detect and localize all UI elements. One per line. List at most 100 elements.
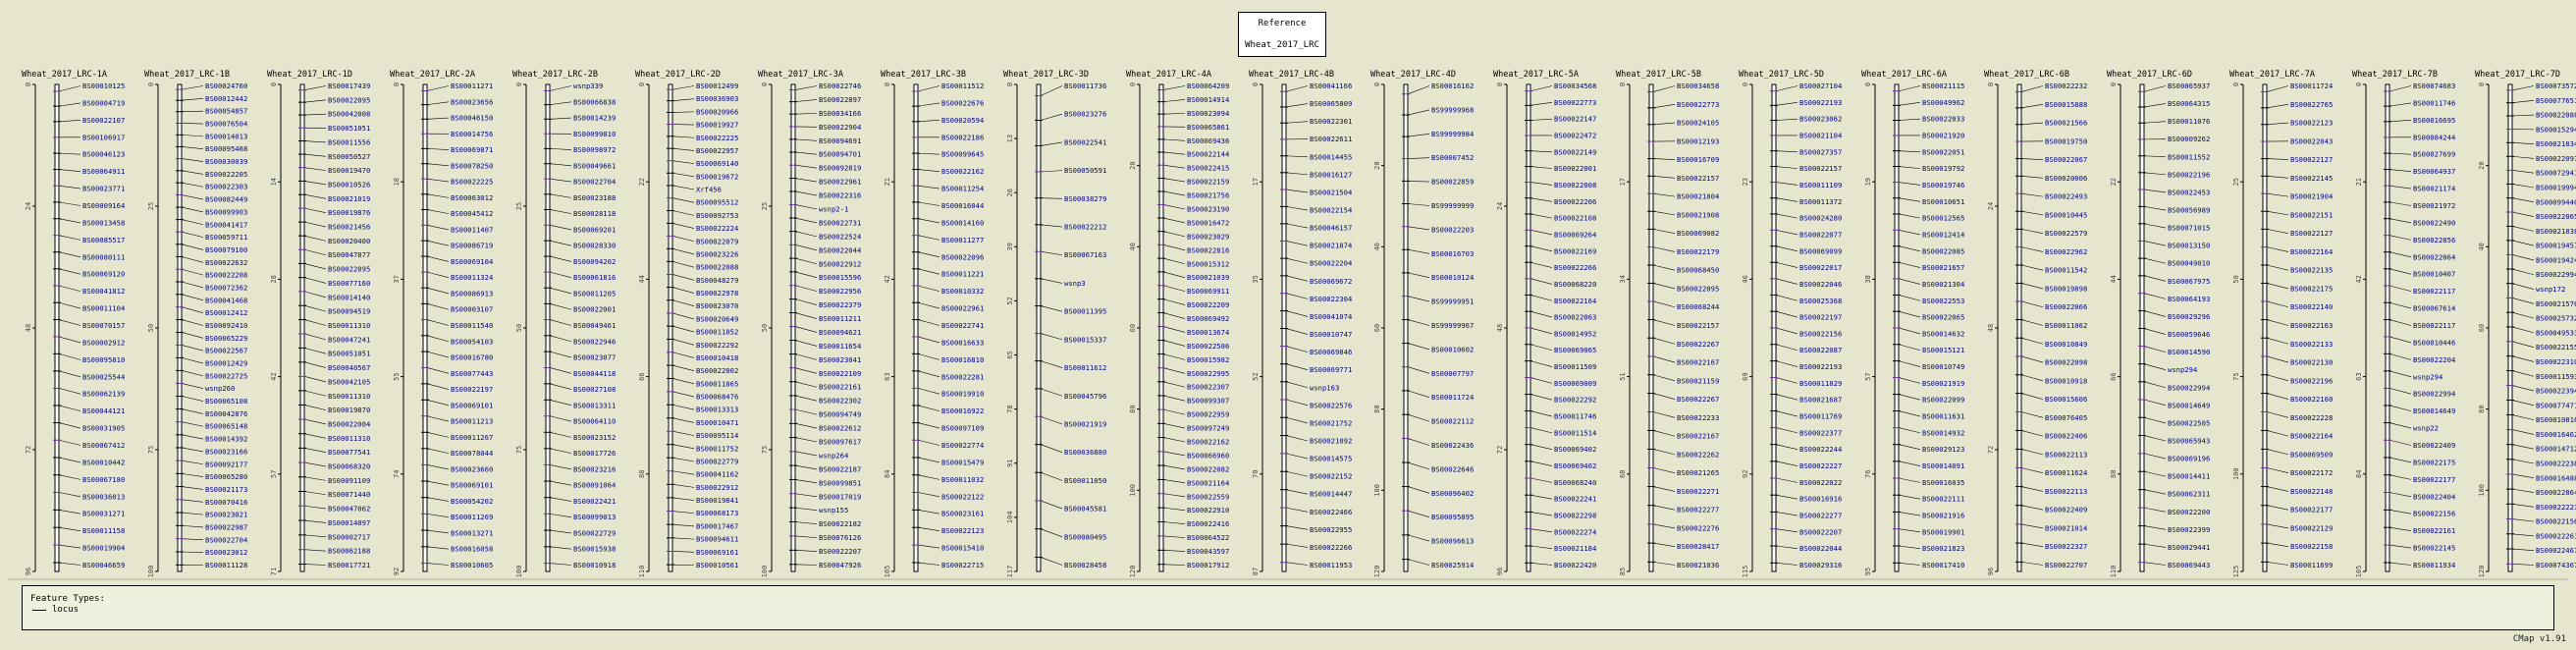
feature-label[interactable]: BS00045412 [451, 209, 493, 218]
feature-label[interactable]: BS00065108 [205, 397, 247, 406]
feature-label[interactable]: BS00019904 [82, 544, 125, 553]
feature-label[interactable]: BS00022186 [941, 133, 984, 141]
feature-label[interactable]: BS00065861 [1187, 123, 1229, 132]
feature-label[interactable]: BS00079100 [205, 245, 247, 254]
feature-label[interactable]: BS00017467 [696, 521, 738, 530]
feature-label[interactable]: BS00077541 [328, 448, 370, 457]
feature-label[interactable]: BS00022156 [2413, 510, 2455, 518]
feature-label[interactable]: BS00022961 [819, 178, 861, 187]
feature-label[interactable]: BS00010526 [328, 180, 370, 189]
feature-label[interactable]: BS00021804 [1677, 192, 1719, 201]
feature-label[interactable]: BS00011612 [1064, 363, 1106, 372]
feature-label[interactable]: BS00014091 [1922, 461, 1964, 470]
feature-label[interactable]: BS00022087 [1799, 346, 1842, 354]
feature-label[interactable]: BS00022156 [1799, 329, 1842, 338]
feature-label[interactable]: BS00016162 [1431, 81, 1474, 90]
feature-label[interactable]: BS00059646 [2168, 330, 2210, 339]
feature-label[interactable]: BS00023077 [573, 353, 616, 362]
feature-label[interactable]: wsnp264 [819, 451, 848, 460]
feature-label[interactable]: BS00010849 [2045, 340, 2087, 349]
feature-label[interactable]: BS00014160 [941, 218, 984, 227]
feature-label[interactable]: BS00021752 [1310, 418, 1352, 427]
feature-label[interactable]: BS00011221 [941, 270, 984, 279]
feature-label[interactable]: BS00022409 [2413, 441, 2455, 450]
feature-label[interactable]: BS00099013 [573, 513, 616, 521]
feature-label[interactable]: BS00074683 [2413, 81, 2455, 90]
feature-label[interactable]: BS00036880 [1064, 448, 1106, 457]
feature-label[interactable]: BS00022082 [1187, 464, 1229, 473]
feature-label[interactable]: BS00010418 [696, 353, 738, 362]
feature-label[interactable]: BS00019927 [696, 121, 738, 130]
feature-label[interactable]: BS00077160 [328, 279, 370, 288]
feature-label[interactable]: BS00022959 [1187, 410, 1229, 419]
feature-label[interactable]: BS00043597 [1187, 547, 1229, 556]
feature-label[interactable]: BS00094202 [573, 257, 616, 266]
feature-label[interactable]: BS00014239 [573, 114, 616, 123]
map-name[interactable]: Wheat_2017_LRC-6B [1984, 70, 2069, 80]
feature-label[interactable]: BS00069101 [451, 481, 493, 490]
feature-label[interactable]: BS00011736 [1064, 81, 1106, 90]
feature-label[interactable]: BS00015121 [1922, 346, 1964, 354]
feature-label[interactable]: BS00030039 [205, 157, 247, 166]
feature-label[interactable]: BS00048279 [696, 276, 738, 285]
feature-label[interactable]: BS00022420 [1554, 561, 1596, 569]
feature-label[interactable]: BS00022187 [819, 464, 861, 473]
feature-label[interactable]: BS00022301 [1310, 117, 1352, 126]
feature-label[interactable]: BS00022206 [1554, 197, 1596, 206]
feature-label[interactable]: BS00022864 [2536, 488, 2576, 497]
feature-label[interactable]: BS00022095 [1677, 284, 1719, 293]
feature-label[interactable]: BS00069846 [1310, 348, 1352, 356]
feature-label[interactable]: BS00022135 [2290, 266, 2333, 275]
feature-label[interactable]: BS00022715 [941, 561, 984, 569]
feature-label[interactable]: BS00016044 [941, 201, 984, 210]
feature-label[interactable]: BS00022001 [1554, 164, 1596, 173]
feature-label[interactable]: BS00022415 [1187, 164, 1229, 173]
feature-label[interactable]: BS00068320 [328, 462, 370, 471]
feature-label[interactable]: BS00019672 [696, 172, 738, 181]
feature-label[interactable]: BS00022159 [1187, 178, 1229, 187]
feature-label[interactable]: BS00022164 [1554, 297, 1596, 305]
feature-label[interactable]: BS00022044 [1799, 544, 1842, 553]
feature-label[interactable]: BS00011724 [2290, 81, 2333, 90]
feature-label[interactable]: BS00022266 [1554, 263, 1596, 272]
feature-label[interactable]: BS00003107 [451, 305, 493, 314]
feature-label[interactable]: BS00080111 [82, 252, 125, 261]
feature-label[interactable]: BS00021104 [1799, 131, 1842, 139]
feature-label[interactable]: BS00021184 [1554, 544, 1596, 553]
feature-label[interactable]: BS00076126 [819, 533, 861, 542]
feature-label[interactable]: BS00021173 [205, 485, 247, 494]
feature-label[interactable]: BS00029441 [2168, 543, 2210, 552]
feature-label[interactable]: BS00019870 [328, 406, 370, 414]
feature-label[interactable]: BS00069140 [696, 159, 738, 168]
feature-label[interactable]: BS00022129 [2290, 523, 2333, 532]
feature-label[interactable]: BS00099440 [2536, 197, 2576, 206]
feature-label[interactable]: BS00077443 [451, 369, 493, 378]
feature-label[interactable]: BS00022066 [2045, 302, 2087, 311]
feature-label[interactable]: BS00022576 [1310, 401, 1352, 409]
feature-label[interactable]: BS00065943 [2168, 436, 2210, 445]
feature-label[interactable]: BS00019470 [328, 166, 370, 175]
feature-label[interactable]: BS00011310 [328, 392, 370, 401]
feature-label[interactable]: BS00022130 [2290, 358, 2333, 367]
feature-label[interactable]: BS00019876 [328, 208, 370, 217]
feature-label[interactable]: BS00022088 [696, 263, 738, 272]
feature-label[interactable]: BS00022064 [2413, 252, 2455, 261]
feature-label[interactable]: BS00021972 [2413, 201, 2455, 210]
feature-label[interactable]: BS00023152 [573, 433, 616, 442]
feature-label[interactable]: BS00011514 [1554, 428, 1596, 437]
feature-label[interactable]: BS00022506 [1187, 342, 1229, 351]
feature-label[interactable]: BS00022182 [819, 519, 861, 528]
feature-label[interactable]: BS00013271 [451, 528, 493, 537]
feature-label[interactable]: BS00045796 [1064, 392, 1106, 401]
feature-label[interactable]: BS00022175 [2290, 284, 2333, 293]
feature-label[interactable]: BS00095114 [696, 431, 738, 440]
feature-label[interactable]: BS00023062 [1799, 115, 1842, 124]
feature-label[interactable]: BS00011211 [819, 314, 861, 323]
feature-label[interactable]: BS00023771 [82, 185, 125, 193]
feature-label[interactable]: BS00092410 [205, 321, 247, 330]
feature-label[interactable]: BS00046157 [1310, 224, 1352, 233]
feature-label[interactable]: BS00016780 [451, 353, 493, 362]
feature-label[interactable]: BS00054857 [205, 107, 247, 116]
feature-label[interactable]: BS00022955 [1310, 525, 1352, 534]
feature-label[interactable]: BS00022262 [1677, 450, 1719, 459]
